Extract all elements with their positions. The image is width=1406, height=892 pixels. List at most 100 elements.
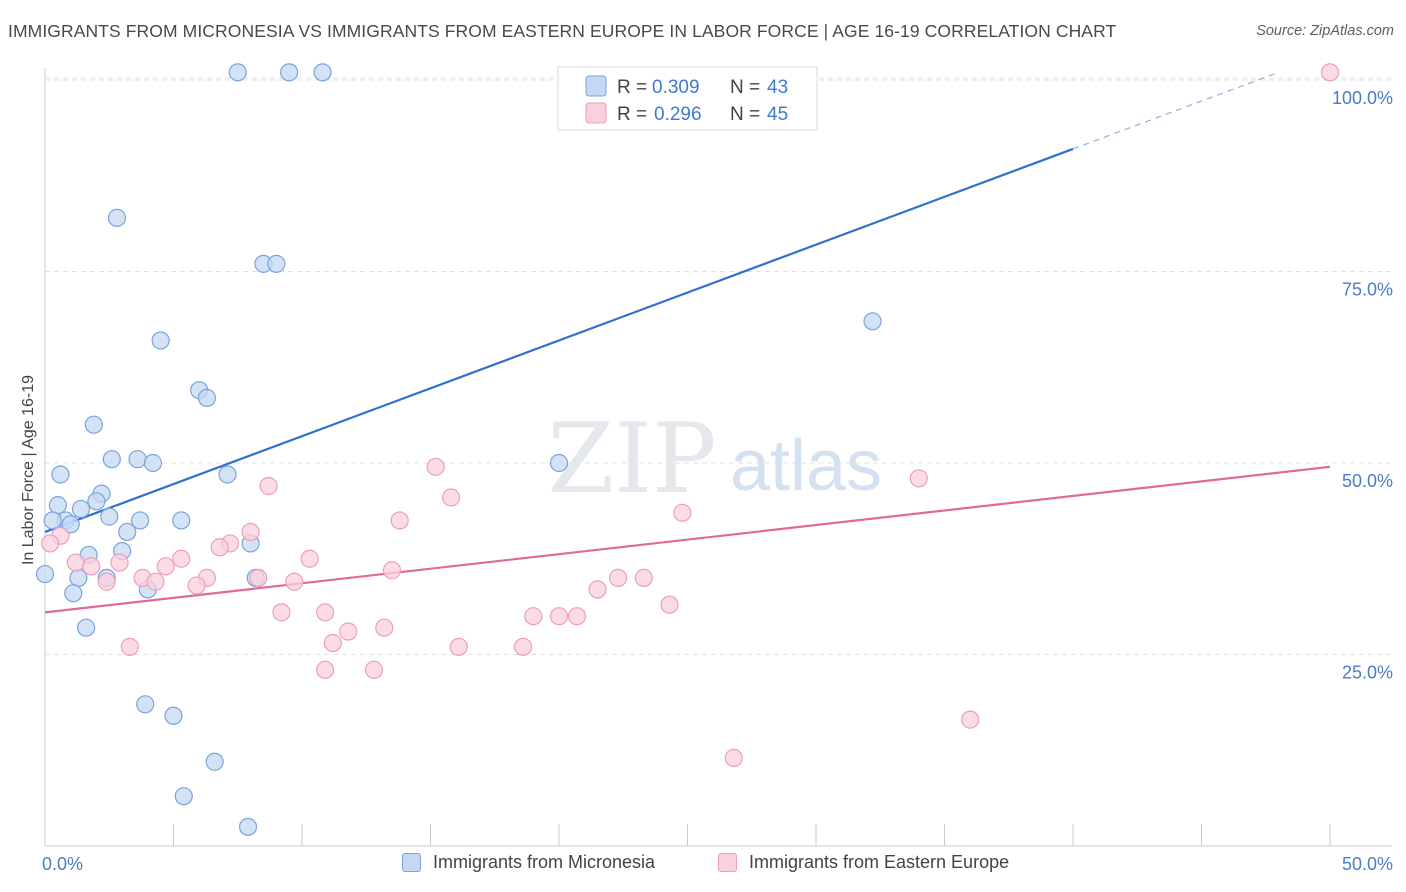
chart-title: IMMIGRANTS FROM MICRONESIA VS IMMIGRANTS… — [8, 21, 1117, 41]
x-tick-labels: 0.0% 50.0% — [42, 854, 1393, 874]
point-eastern-europe — [249, 568, 268, 588]
point-eastern-europe — [210, 538, 229, 557]
point-eastern-europe — [323, 633, 342, 653]
point-eastern-europe — [567, 607, 587, 626]
point-eastern-europe — [441, 488, 461, 507]
legend-r-label-2: R = — [617, 104, 647, 125]
series-legend-label-eastern-europe: Immigrants from Eastern Europe — [749, 852, 1010, 872]
x-tick-label: 50.0% — [1342, 854, 1393, 874]
point-micronesia — [549, 453, 569, 473]
point-eastern-europe — [82, 557, 101, 576]
point-eastern-europe — [285, 572, 304, 591]
point-eastern-europe — [41, 534, 60, 553]
point-eastern-europe — [66, 553, 85, 572]
point-eastern-europe — [588, 580, 607, 599]
point-eastern-europe — [1320, 63, 1340, 82]
trend-lines — [44, 71, 1331, 614]
trend-line-eastern-europe — [44, 465, 1331, 614]
source-credit: Source: ZipAtlas.com — [1256, 23, 1394, 39]
trend-line-micronesia-extension — [1072, 71, 1279, 150]
legend-swatch-pink — [585, 102, 607, 124]
point-micronesia — [238, 817, 258, 836]
point-eastern-europe — [172, 549, 191, 568]
y-tick-label: 75.0% — [1342, 280, 1393, 300]
point-eastern-europe — [375, 618, 394, 637]
series-swatch-pink — [718, 853, 737, 872]
point-micronesia — [280, 63, 299, 82]
point-eastern-europe — [426, 457, 445, 476]
point-eastern-europe — [300, 549, 319, 568]
point-eastern-europe — [660, 595, 679, 614]
point-micronesia — [84, 415, 103, 434]
legend-n-value-2: 45 — [767, 104, 788, 125]
point-micronesia — [174, 787, 193, 806]
point-eastern-europe — [272, 603, 291, 622]
point-micronesia — [100, 507, 119, 526]
point-eastern-europe — [909, 469, 928, 488]
point-eastern-europe — [146, 572, 165, 591]
point-eastern-europe — [259, 476, 278, 496]
point-micronesia — [863, 312, 882, 331]
point-eastern-europe — [339, 622, 358, 641]
series-swatch-blue — [402, 853, 421, 872]
legend-r-value-1: 0.309 — [652, 77, 700, 98]
point-micronesia — [87, 492, 106, 511]
point-eastern-europe — [382, 561, 402, 580]
series-legend: Immigrants from Micronesia Immigrants fr… — [0, 852, 1406, 878]
point-micronesia — [267, 254, 286, 273]
point-micronesia — [313, 63, 332, 82]
point-micronesia — [64, 584, 83, 603]
watermark-atlas: atlas — [730, 426, 882, 506]
y-tick-label: 25.0% — [1342, 663, 1393, 683]
point-eastern-europe — [390, 511, 409, 530]
point-micronesia — [143, 453, 163, 473]
point-eastern-europe — [961, 710, 980, 729]
point-micronesia — [35, 564, 55, 584]
point-eastern-europe — [97, 572, 116, 591]
legend-n-label-1: N = — [730, 77, 760, 98]
point-eastern-europe — [609, 568, 628, 588]
legend-n-label-2: N = — [730, 104, 760, 125]
point-micronesia — [118, 522, 137, 542]
point-eastern-europe — [524, 607, 543, 626]
y-tick-labels: 25.0% 50.0% 75.0% 100.0% — [1332, 88, 1393, 683]
point-eastern-europe — [316, 603, 335, 622]
point-eastern-europe — [156, 557, 175, 576]
x-tick-label: 0.0% — [42, 854, 83, 874]
point-micronesia — [172, 511, 191, 530]
legend-swatch-blue — [585, 75, 607, 97]
point-eastern-europe — [316, 660, 335, 679]
watermark-zip: ZIP — [547, 403, 716, 515]
point-micronesia — [77, 618, 96, 637]
legend-r-label-1: R = — [617, 77, 647, 98]
point-micronesia — [205, 752, 224, 771]
gridlines — [45, 77, 1392, 655]
point-eastern-europe — [549, 607, 569, 626]
point-micronesia — [48, 496, 67, 515]
point-micronesia — [71, 499, 91, 519]
watermark: ZIP atlas — [547, 403, 882, 515]
data-points — [35, 63, 1340, 836]
point-eastern-europe — [449, 637, 468, 656]
point-micronesia — [164, 706, 183, 725]
point-eastern-europe — [673, 503, 692, 522]
series-legend-item-micronesia: Immigrants from Micronesia — [402, 852, 655, 873]
point-micronesia — [130, 511, 150, 530]
point-micronesia — [107, 208, 127, 227]
point-eastern-europe — [513, 637, 533, 656]
point-eastern-europe — [110, 553, 129, 572]
axes — [44, 68, 1392, 847]
point-eastern-europe — [187, 576, 206, 595]
point-eastern-europe — [634, 568, 653, 588]
point-micronesia — [228, 63, 247, 82]
point-micronesia — [128, 450, 147, 469]
y-tick-label: 100.0% — [1332, 88, 1393, 108]
point-micronesia — [61, 515, 80, 534]
correlation-legend: R = 0.309 N = 43 R = 0.296 N = 45 — [557, 66, 818, 131]
trend-line-micronesia — [44, 147, 1074, 533]
point-micronesia — [102, 450, 121, 469]
series-legend-label-micronesia: Immigrants from Micronesia — [433, 852, 656, 872]
point-micronesia — [218, 465, 237, 484]
point-eastern-europe — [241, 522, 260, 542]
